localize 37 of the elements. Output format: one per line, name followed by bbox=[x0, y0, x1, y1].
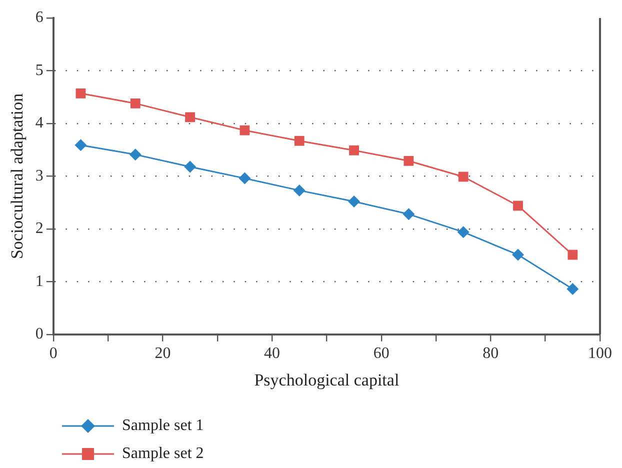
legend-label: Sample set 1 bbox=[122, 417, 204, 435]
x-tick-label: 80 bbox=[482, 345, 499, 362]
x-tick-label: 20 bbox=[154, 345, 171, 362]
point bbox=[184, 160, 196, 173]
x-tick-label: 0 bbox=[49, 345, 58, 362]
point bbox=[349, 145, 359, 156]
point bbox=[512, 248, 524, 261]
y-tick-label: 1 bbox=[35, 272, 44, 290]
point bbox=[348, 196, 360, 208]
y-tick-label: 3 bbox=[35, 167, 44, 184]
x-tick-label: 40 bbox=[264, 345, 280, 362]
point bbox=[129, 148, 142, 161]
point bbox=[294, 136, 304, 146]
point bbox=[402, 208, 415, 220]
y-tick-label: 4 bbox=[35, 114, 44, 132]
y-tick-label: 5 bbox=[35, 62, 44, 79]
y-tick-label: 2 bbox=[35, 220, 44, 238]
point bbox=[566, 283, 579, 296]
point bbox=[568, 250, 578, 260]
y-axis-title: Sociocultural adaptation bbox=[8, 92, 27, 260]
point bbox=[293, 184, 306, 196]
point bbox=[404, 156, 414, 166]
point bbox=[238, 172, 251, 184]
x-tick-label: 100 bbox=[588, 345, 612, 362]
legend-label: Sample set 2 bbox=[122, 445, 204, 463]
point bbox=[130, 98, 140, 108]
point bbox=[457, 226, 470, 238]
y-tick-label: 6 bbox=[35, 9, 44, 26]
x-axis-title: Psychological capital bbox=[254, 370, 400, 390]
point bbox=[185, 112, 195, 122]
point bbox=[240, 125, 250, 136]
point bbox=[76, 88, 86, 98]
x-tick-label: 60 bbox=[373, 345, 390, 362]
point bbox=[458, 172, 468, 182]
point bbox=[74, 139, 87, 152]
point bbox=[513, 200, 523, 211]
y-tick-label: 0 bbox=[35, 326, 44, 343]
